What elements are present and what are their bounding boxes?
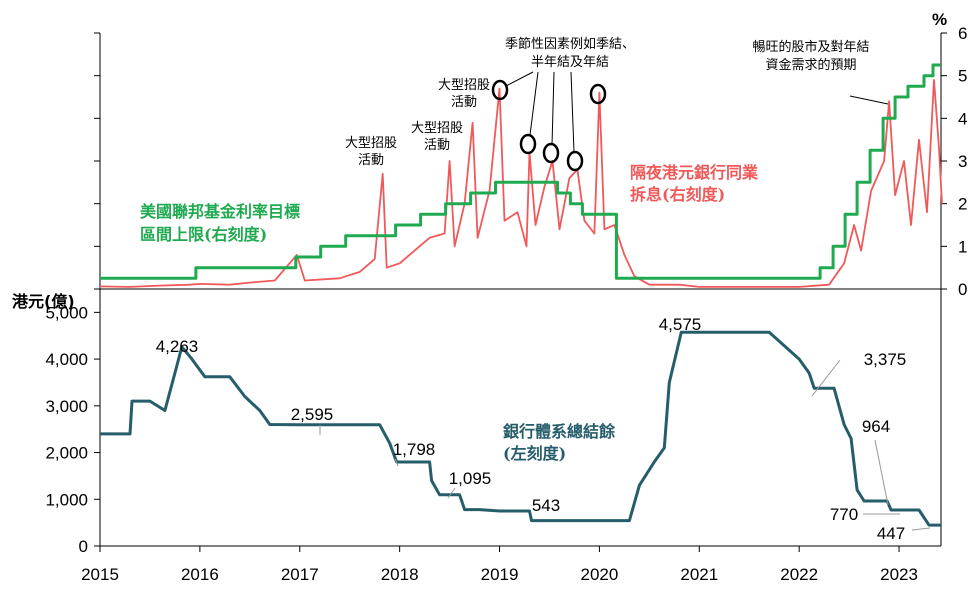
highlight-circle	[566, 150, 584, 172]
data-label-770: 770	[830, 505, 858, 524]
series-label-fed-line1: 美國聯邦基金利率目標	[140, 202, 300, 221]
data-label-447: 447	[877, 524, 905, 543]
x-axis-ticks: 2015 2016 2017 2018 2019 2020 2021 2022 2023	[81, 546, 918, 584]
highlight-circle	[589, 83, 607, 105]
data-labels: 4,263 2,595 1,798 1,095 543 4,575 3,375 …	[156, 315, 907, 543]
data-label-2595: 2,595	[291, 405, 334, 424]
highlight-circles	[491, 79, 607, 172]
x-tick-label: 2022	[780, 565, 818, 584]
annotation-ipo-2017-line2: 活動	[358, 153, 384, 168]
annotation-ipo-2019-line1: 大型招股	[438, 78, 490, 93]
annotation-market-line1: 暢旺的股市及對年結	[752, 39, 869, 55]
leader-3375	[811, 359, 841, 397]
x-tick-label: 2019	[481, 565, 519, 584]
series-label-fed: 美國聯邦基金利率目標 區間上限(右刻度)	[140, 202, 300, 244]
leader-1798	[394, 458, 399, 467]
data-label-1095: 1,095	[449, 469, 492, 488]
left-axis-title: 港元(億)	[12, 292, 75, 311]
top-series	[99, 63, 943, 288]
annotation-seasonal: 季節性因素例如季結、 半年結及年結	[505, 36, 635, 70]
axes	[99, 33, 942, 547]
x-tick-label: 2021	[680, 565, 718, 584]
bottom-series	[100, 330, 941, 527]
left-axis-ticks: 0 1,000 2,000 3,000 4,000 5,000	[45, 303, 100, 556]
annotation-ipo-2017-line1: 大型招股	[345, 136, 397, 151]
annotation-ipo-2018: 大型招股 活動	[411, 121, 463, 153]
data-label-leaders	[319, 359, 931, 531]
hibor-series-line	[99, 79, 943, 288]
annotation-ipo-2018-line2: 活動	[424, 138, 450, 153]
leader-964	[874, 439, 889, 506]
series-label-balance: 銀行體系總結餘 (左刻度)	[503, 422, 616, 463]
top-left-ticks	[94, 32, 100, 290]
seasonal-arrow-2	[529, 71, 539, 136]
annotation-ipo-2018-line1: 大型招股	[411, 121, 463, 136]
data-label-1798: 1,798	[393, 440, 436, 459]
series-label-hibor-line2: 拆息(右刻度)	[630, 185, 725, 204]
right-tick-label: 3	[958, 152, 967, 171]
seasonal-arrow-1	[505, 71, 534, 87]
annotation-ipo-2019: 大型招股 活動	[438, 78, 490, 110]
seasonal-arrow-3	[551, 71, 555, 146]
series-label-hibor-line1: 隔夜港元銀行同業	[630, 163, 759, 182]
annotation-ipo-2019-line2: 活動	[451, 95, 477, 110]
left-tick-label: 5,000	[45, 303, 88, 322]
fed-funds-series-line	[100, 63, 941, 280]
leader-1095	[447, 487, 456, 499]
right-axis-unit: %	[932, 10, 947, 29]
series-label-balance-line2: (左刻度)	[503, 444, 566, 463]
data-label-3375: 3,375	[864, 350, 907, 369]
annotation-market: 暢旺的股市及對年結 資金需求的預期	[752, 39, 869, 73]
annotation-seasonal-line2: 半年結及年結	[531, 55, 609, 70]
right-tick-label: 0	[958, 280, 967, 299]
right-tick-label: 1	[958, 237, 967, 256]
data-label-543: 543	[532, 496, 560, 515]
annotation-market-line2: 資金需求的預期	[765, 57, 856, 73]
left-tick-label: 0	[79, 537, 88, 556]
series-label-balance-line1: 銀行體系總結餘	[503, 422, 616, 441]
aggregate-balance-series-line	[100, 330, 941, 527]
left-tick-label: 4,000	[45, 350, 88, 369]
highlight-circle	[542, 142, 560, 164]
market-arrow	[849, 95, 889, 105]
seasonal-arrow-4	[570, 71, 575, 153]
right-axis-ticks: 0 1 2 3 4 5 6	[941, 24, 967, 299]
highlight-circle	[519, 133, 537, 155]
highlight-circle	[491, 79, 509, 101]
annotation-callouts	[505, 71, 889, 153]
right-tick-label: 6	[958, 24, 967, 43]
data-label-964: 964	[862, 417, 890, 436]
right-tick-label: 4	[958, 109, 967, 128]
left-tick-label: 3,000	[45, 397, 88, 416]
data-label-4575: 4,575	[659, 315, 702, 334]
x-tick-label: 2015	[81, 565, 119, 584]
leader-447	[911, 527, 931, 531]
x-tick-label: 2018	[381, 565, 419, 584]
right-tick-label: 2	[958, 195, 967, 214]
annotation-seasonal-line1: 季節性因素例如季結、	[505, 36, 635, 52]
x-tick-label: 2023	[880, 565, 918, 584]
left-tick-label: 2,000	[45, 444, 88, 463]
x-tick-label: 2020	[580, 565, 618, 584]
data-label-4263: 4,263	[156, 337, 199, 356]
x-tick-label: 2016	[181, 565, 219, 584]
right-tick-label: 5	[958, 67, 967, 86]
series-label-fed-line2: 區間上限(右刻度)	[140, 225, 267, 244]
left-tick-label: 1,000	[45, 490, 88, 509]
annotation-ipo-2017: 大型招股 活動	[345, 136, 397, 168]
series-label-hibor: 隔夜港元銀行同業 拆息(右刻度)	[630, 163, 759, 204]
x-tick-label: 2017	[281, 565, 319, 584]
